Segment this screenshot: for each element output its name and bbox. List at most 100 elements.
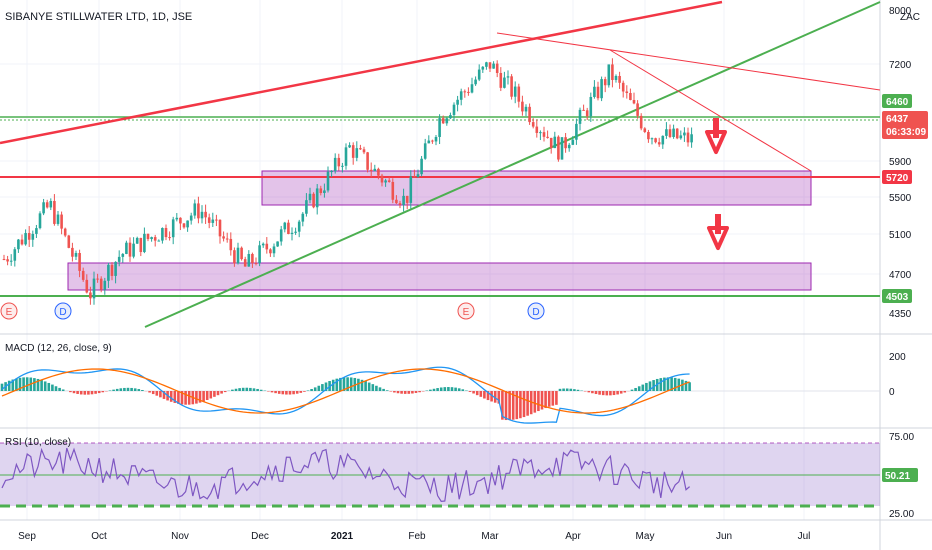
macd-histogram-bar bbox=[133, 388, 137, 391]
price-tick: 8000 bbox=[889, 6, 912, 17]
candle-body bbox=[254, 263, 258, 265]
candle-body bbox=[323, 190, 326, 194]
macd-tick: 0 bbox=[889, 387, 895, 398]
candle-body bbox=[431, 140, 434, 142]
macd-histogram-bar bbox=[609, 391, 612, 396]
macd-histogram-bar bbox=[310, 388, 313, 391]
candle-body bbox=[647, 131, 650, 140]
candle-body bbox=[17, 239, 20, 250]
macd-histogram-bar bbox=[389, 391, 393, 392]
macd-histogram-bar bbox=[76, 391, 79, 394]
candle-body bbox=[96, 278, 99, 280]
candle-body bbox=[290, 232, 294, 235]
rsi-line bbox=[1, 447, 690, 502]
candle-body bbox=[387, 180, 391, 182]
candle-body bbox=[117, 256, 121, 262]
price-tag-label: 5720 bbox=[886, 173, 909, 184]
dividend-event-icon[interactable]: D bbox=[54, 302, 72, 320]
time-axis[interactable]: Sep Oct Nov Dec 2021 Feb Mar Apr May Jun… bbox=[18, 531, 810, 542]
macd-histogram-bar bbox=[43, 381, 47, 391]
candle-body bbox=[103, 280, 107, 290]
time-tick: Apr bbox=[565, 531, 581, 542]
upper-channel-trendline[interactable] bbox=[0, 0, 723, 145]
candle-body bbox=[308, 193, 312, 201]
macd-histogram-bar bbox=[69, 391, 72, 393]
macd-histogram-bar bbox=[357, 378, 360, 391]
rsi-title[interactable]: RSI (10, close) bbox=[5, 437, 71, 448]
candle-body bbox=[341, 165, 344, 167]
candle-body bbox=[683, 132, 686, 136]
candle-body bbox=[600, 79, 603, 99]
candle-body bbox=[78, 252, 81, 271]
candle-body bbox=[294, 231, 297, 233]
candle-body bbox=[405, 195, 409, 203]
resistance-trendline-b[interactable] bbox=[609, 49, 812, 172]
candle-body bbox=[391, 181, 395, 200]
macd-histogram-bar bbox=[432, 388, 436, 391]
candle-body bbox=[107, 264, 110, 281]
candle-body bbox=[251, 253, 254, 264]
macd-histogram-bar bbox=[659, 378, 663, 391]
candle-body bbox=[549, 137, 553, 149]
candle-body bbox=[287, 222, 290, 235]
macd-histogram-bar bbox=[652, 380, 655, 391]
macd-histogram-bar bbox=[551, 391, 555, 406]
macd-histogram-bar bbox=[321, 384, 324, 391]
candle-body bbox=[92, 278, 96, 299]
candle-body bbox=[99, 278, 103, 290]
supply-zone-lower[interactable] bbox=[67, 262, 812, 291]
candle-body bbox=[139, 237, 143, 253]
macd-histogram-bar bbox=[475, 391, 479, 396]
resistance-trendline-a[interactable] bbox=[496, 32, 881, 91]
candle-body bbox=[164, 228, 168, 238]
candle-body bbox=[463, 91, 467, 93]
candle-body bbox=[413, 176, 416, 178]
candle-body bbox=[470, 84, 474, 93]
macd-histogram-bar bbox=[342, 377, 346, 391]
macd-histogram-bar bbox=[61, 389, 65, 391]
macd-histogram-bar bbox=[36, 378, 40, 391]
event-markers: E D E D bbox=[0, 302, 545, 320]
candle-body bbox=[409, 176, 413, 203]
candle-body bbox=[495, 63, 499, 73]
candle-body bbox=[218, 219, 222, 237]
candle-body bbox=[582, 109, 585, 111]
price-tag-label: 6437 bbox=[886, 114, 909, 125]
currency-label: ZAC bbox=[900, 12, 920, 23]
candle-body bbox=[135, 237, 139, 244]
earnings-event-icon[interactable]: E bbox=[0, 302, 18, 320]
candle-body bbox=[359, 148, 362, 150]
time-tick: Sep bbox=[18, 531, 36, 542]
price-tick: 7200 bbox=[889, 60, 912, 71]
macd-histogram-bar bbox=[562, 388, 565, 391]
price-axis[interactable]: 8000 ZAC 7200 5900 5500 5100 4700 4350 bbox=[889, 6, 920, 320]
candle-body bbox=[686, 132, 690, 143]
dividend-event-icon[interactable]: D bbox=[527, 302, 545, 320]
macd-histogram-bar bbox=[83, 391, 87, 395]
rising-support-trendline[interactable] bbox=[144, 1, 881, 328]
macd-histogram-bar bbox=[479, 391, 483, 397]
earnings-event-icon[interactable]: E bbox=[457, 302, 475, 320]
event-label: D bbox=[532, 307, 539, 318]
macd-histogram-bar bbox=[288, 391, 292, 395]
macd-histogram-bar bbox=[292, 391, 295, 395]
macd-title[interactable]: MACD (12, 26, close, 9) bbox=[5, 343, 112, 354]
candle-body bbox=[247, 253, 251, 267]
candle-body bbox=[9, 260, 13, 262]
candle-body bbox=[546, 136, 549, 138]
candle-body bbox=[20, 239, 24, 245]
candle-body bbox=[614, 75, 618, 80]
candle-body bbox=[560, 137, 564, 160]
candle-body bbox=[225, 238, 229, 240]
macd-histogram-bar bbox=[558, 388, 562, 391]
candle-body bbox=[618, 75, 621, 83]
macd-histogram-bar bbox=[148, 391, 151, 393]
macd-histogram-bar bbox=[360, 379, 364, 391]
macd-histogram-bar bbox=[684, 380, 688, 391]
candle-body bbox=[438, 118, 441, 137]
macd-histogram-bar bbox=[51, 384, 54, 391]
macd-histogram-bar bbox=[645, 382, 648, 391]
macd-histogram-bar bbox=[15, 378, 18, 391]
candle-body bbox=[629, 93, 632, 100]
